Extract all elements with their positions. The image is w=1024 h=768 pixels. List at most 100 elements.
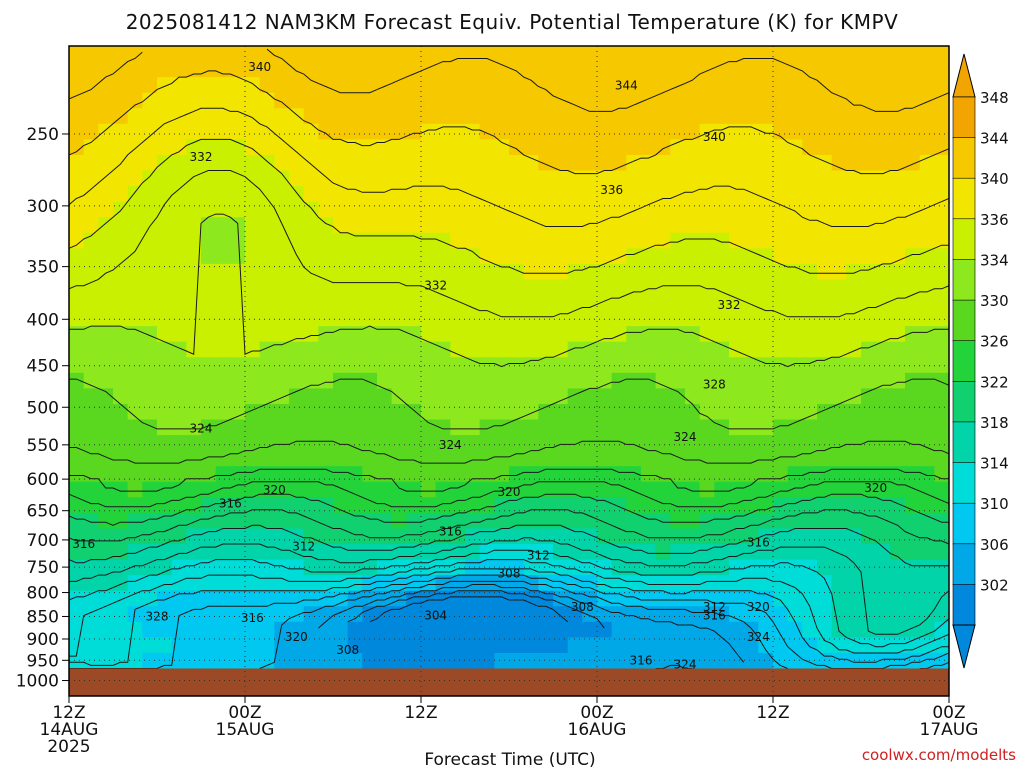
contour-label: 324	[674, 430, 697, 444]
field-cell	[435, 637, 451, 654]
field-cell	[934, 341, 949, 358]
field-cell	[553, 217, 569, 234]
field-cell	[157, 232, 173, 249]
field-cell	[875, 637, 891, 654]
field-cell	[714, 108, 730, 125]
field-cell	[729, 621, 745, 638]
field-cell	[479, 61, 495, 78]
field-cell	[685, 497, 701, 514]
field-cell	[538, 139, 554, 156]
field-cell	[611, 201, 627, 218]
field-cell	[670, 528, 686, 545]
field-cell	[655, 621, 671, 638]
field-cell	[773, 481, 789, 498]
field-cell	[582, 295, 598, 312]
field-cell	[905, 295, 921, 312]
field-cell	[934, 544, 949, 561]
field-cell	[758, 279, 774, 296]
field-cell	[875, 295, 891, 312]
field-cell	[479, 310, 495, 327]
field-cell	[127, 403, 143, 421]
field-cell	[83, 46, 99, 63]
field-cell	[890, 481, 906, 498]
field-cell	[318, 590, 334, 607]
field-cell	[435, 606, 451, 623]
field-cell	[773, 497, 789, 514]
field-cell	[83, 248, 99, 265]
field-cell	[347, 263, 363, 281]
field-cell	[611, 92, 627, 109]
field-cell	[127, 248, 143, 265]
field-cell	[142, 450, 158, 467]
field-cell	[157, 481, 173, 498]
field-cell	[347, 310, 363, 327]
field-cell	[391, 372, 407, 389]
field-cell	[186, 248, 202, 265]
field-cell	[259, 108, 275, 125]
field-cell	[831, 295, 847, 312]
field-cell	[509, 606, 525, 623]
field-cell	[230, 606, 246, 623]
field-cell	[567, 528, 583, 545]
field-cell	[391, 575, 407, 592]
field-cell	[641, 559, 657, 576]
field-cell	[934, 77, 949, 94]
field-cell	[670, 139, 686, 156]
field-cell	[127, 108, 143, 125]
field-cell	[553, 528, 569, 545]
field-cell	[421, 232, 437, 249]
field-cell	[83, 232, 99, 249]
field-cell	[685, 403, 701, 421]
field-cell	[773, 652, 789, 670]
field-cell	[758, 248, 774, 265]
field-cell	[685, 357, 701, 374]
field-cell	[758, 326, 774, 343]
field-cell	[465, 108, 481, 125]
field-cell	[626, 248, 642, 265]
field-cell	[905, 326, 921, 343]
field-cell	[582, 61, 598, 78]
field-cell	[934, 326, 949, 343]
field-cell	[714, 621, 730, 638]
field-cell	[934, 637, 949, 654]
field-cell	[230, 61, 246, 78]
field-cell	[435, 186, 451, 203]
field-cell	[626, 388, 642, 405]
field-cell	[831, 450, 847, 467]
field-cell	[259, 450, 275, 467]
field-cell	[817, 201, 833, 218]
field-cell	[597, 310, 613, 327]
field-cell	[641, 154, 657, 172]
colorbar-segment	[952, 96, 976, 139]
field-cell	[934, 232, 949, 249]
field-cell	[861, 46, 877, 63]
field-cell	[245, 481, 261, 498]
field-cell	[171, 123, 187, 140]
field-cell	[347, 61, 363, 78]
field-cell	[215, 403, 231, 421]
contour-label: 320	[864, 481, 887, 495]
field-cell	[479, 186, 495, 203]
field-cell	[875, 528, 891, 545]
field-cell	[347, 326, 363, 343]
field-cell	[69, 590, 85, 607]
field-cell	[714, 652, 730, 670]
field-cell	[611, 123, 627, 140]
field-cell	[919, 544, 935, 561]
field-cell	[934, 295, 949, 312]
field-cell	[259, 232, 275, 249]
field-cell	[699, 481, 715, 498]
field-cell	[787, 372, 803, 389]
field-cell	[318, 528, 334, 545]
field-cell	[934, 170, 949, 187]
field-cell	[655, 295, 671, 312]
field-cell	[421, 419, 437, 436]
field-cell	[303, 435, 319, 452]
field-cell	[817, 512, 833, 530]
field-cell	[142, 621, 158, 638]
field-cell	[142, 310, 158, 327]
field-cell	[523, 92, 539, 109]
field-cell	[773, 559, 789, 576]
field-cell	[567, 590, 583, 607]
field-cell	[538, 248, 554, 265]
